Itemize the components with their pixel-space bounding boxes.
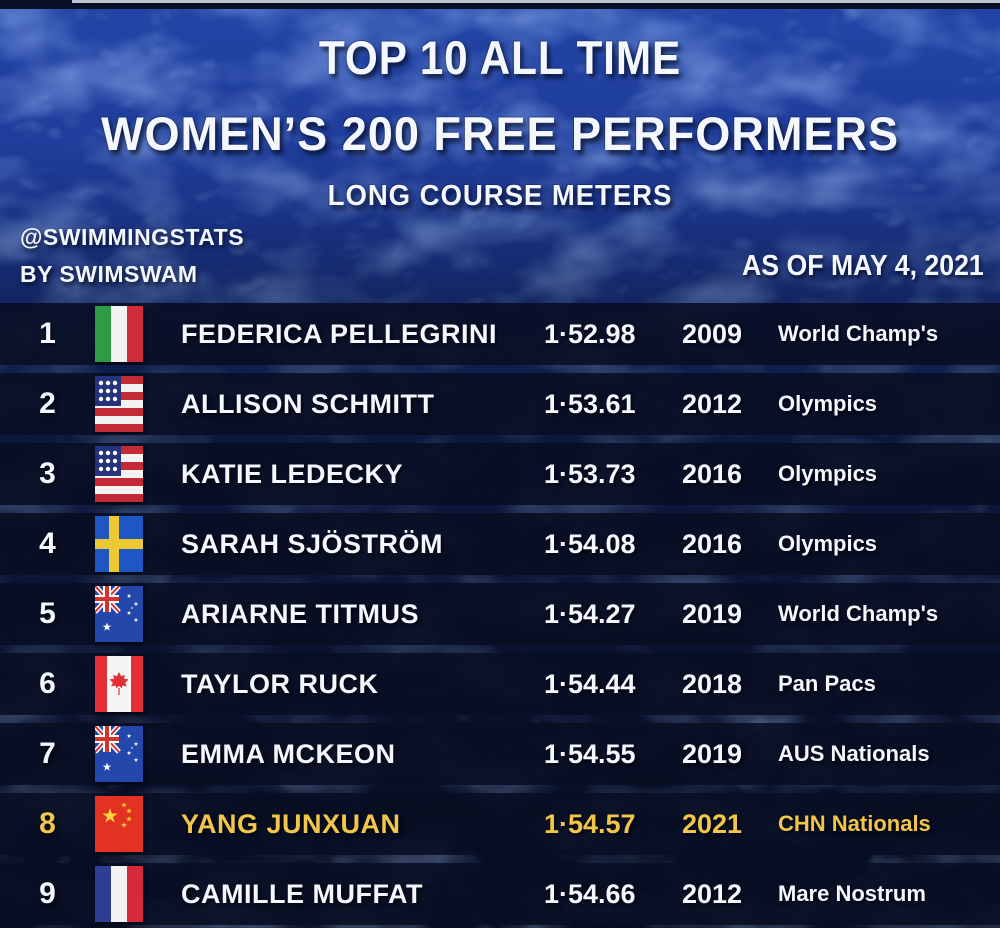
swimmer-name: KATIE LEDECKY: [181, 458, 404, 489]
swim-time: 1·53.73: [544, 458, 636, 489]
swim-time: 1·54.44: [544, 668, 636, 699]
swimmer-name: EMMA MCKEON: [181, 738, 396, 769]
swim-time: 1·54.55: [544, 738, 636, 769]
rank-number: 9: [39, 877, 56, 910]
swim-year: 2009: [681, 318, 743, 349]
rank-number: 6: [39, 667, 56, 700]
swim-time: 1·53.61: [544, 388, 636, 419]
swim-year: 2019: [681, 738, 743, 769]
ranking-row: 8 YANG JUNXUAN 1·54.57 2021 CHN National…: [0, 793, 1000, 855]
usa-flag-icon: [95, 376, 143, 432]
poster-subtitle: LONG COURSE METERS: [327, 180, 673, 212]
swim-year: 2012: [681, 878, 743, 909]
swimmer-name: FEDERICA PELLEGRINI: [181, 318, 498, 349]
credit-by: BY SWIMSWAM: [20, 261, 198, 287]
australia-flag-icon: [95, 726, 143, 782]
meet-name: Olympics: [778, 531, 878, 556]
swim-year: 2016: [681, 458, 743, 489]
rank-number: 1: [39, 317, 56, 350]
ranking-row: 9 CAMILLE MUFFAT 1·54.66 2012 Mare Nostr…: [0, 863, 1000, 925]
australia-flag-icon: [95, 586, 143, 642]
swimmer-name: YANG JUNXUAN: [181, 808, 401, 839]
swim-time: 1·54.08: [544, 528, 636, 559]
swim-time: 1·54.66: [544, 878, 636, 909]
credits: @SWIMMINGSTATS BY SWIMSWAM: [20, 224, 244, 298]
swim-year: 2016: [681, 528, 743, 559]
as-of-date: AS OF MAY 4, 2021: [742, 250, 984, 282]
usa-flag-icon: [95, 446, 143, 502]
top-border: [0, 0, 1000, 9]
meet-name: Olympics: [778, 461, 878, 486]
poster-title-line1: TOP 10 ALL TIME: [318, 31, 682, 84]
canada-flag-icon: [95, 656, 143, 712]
china-flag-icon: [95, 796, 143, 852]
credit-handle: @SWIMMINGSTATS: [20, 224, 245, 250]
swimmer-name: ALLISON SCHMITT: [181, 388, 435, 419]
ranking-row: 5 ARIARNE TITMUS 1·54.27 2019 World Cham…: [0, 583, 1000, 645]
swim-year: 2018: [681, 668, 743, 699]
swim-time: 1·52.98: [544, 318, 636, 349]
rank-number: 7: [39, 737, 56, 770]
ranking-row: 4 SARAH SJÖSTRÖM 1·54.08 2016 Olympics: [0, 513, 1000, 575]
rank-number: 8: [39, 807, 56, 840]
swim-year: 2021: [681, 808, 743, 839]
swimmer-name: CAMILLE MUFFAT: [181, 878, 423, 909]
rank-number: 4: [39, 527, 56, 560]
poster-title-line2: WOMEN’S 200 FREE PERFORMERS: [100, 107, 900, 160]
meet-name: AUS Nationals: [778, 741, 930, 766]
rank-number: 2: [39, 387, 56, 420]
ranking-list: 1 FEDERICA PELLEGRINI 1·52.98 2009 World…: [0, 303, 1000, 928]
swim-time: 1·54.57: [544, 808, 636, 839]
france-flag-icon: [95, 866, 143, 922]
swimmer-name: ARIARNE TITMUS: [181, 598, 419, 629]
meet-name: Mare Nostrum: [778, 881, 926, 906]
sweden-flag-icon: [95, 516, 143, 572]
rank-number: 3: [39, 457, 56, 490]
ranking-row: 1 FEDERICA PELLEGRINI 1·52.98 2009 World…: [0, 303, 1000, 365]
italy-flag-icon: [95, 306, 143, 362]
meet-name: Olympics: [778, 391, 878, 416]
swim-time: 1·54.27: [544, 598, 636, 629]
meet-name: CHN Nationals: [778, 811, 931, 836]
meet-name: World Champ's: [778, 601, 939, 626]
ranking-row: 2 ALLISON SCHMITT 1·53.61 2012 Olympics: [0, 373, 1000, 435]
ranking-row: 3 KATIE LEDECKY 1·53.73 2016 Olympics: [0, 443, 1000, 505]
swimmer-name: SARAH SJÖSTRÖM: [181, 528, 444, 559]
swimmer-name: TAYLOR RUCK: [181, 668, 379, 699]
ranking-row: 7 EMMA MCKEON 1·54.55 2019 AUS Nationals: [0, 723, 1000, 785]
meet-name: Pan Pacs: [778, 671, 876, 696]
meet-name: World Champ's: [778, 321, 939, 346]
swim-year: 2019: [681, 598, 743, 629]
swim-year: 2012: [681, 388, 743, 419]
rank-number: 5: [39, 597, 56, 630]
ranking-row: 6 TAYLOR RUCK 1·54.44 2018 Pan Pacs: [0, 653, 1000, 715]
